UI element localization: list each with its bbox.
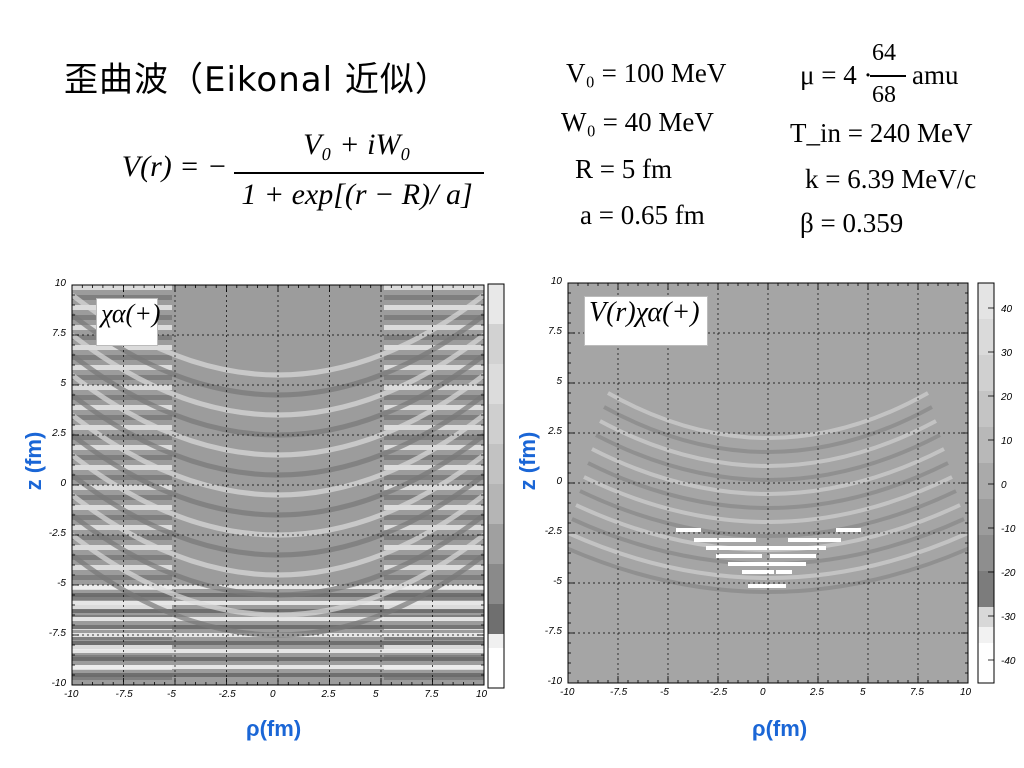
left-xtick: 10 <box>476 689 488 700</box>
right-colorbar-tick: -30 <box>1001 612 1016 623</box>
right-xtick: -5 <box>660 687 669 698</box>
mu-fraction-bar <box>870 75 906 77</box>
right-colorbar-tick: 10 <box>1001 436 1013 447</box>
left-xlabel: ρ(fm) <box>246 716 302 741</box>
right-xtick: 5 <box>860 687 866 698</box>
left-colorbar <box>487 283 505 689</box>
right-ytick: -10 <box>547 676 562 687</box>
left-xtick: 0 <box>270 689 276 700</box>
right-colorbar-tick: 0 <box>1001 480 1007 491</box>
right-ytick: 5 <box>556 376 562 387</box>
left-xtick: -10 <box>64 689 79 700</box>
left-ytick: 2.5 <box>52 428 66 439</box>
param-a: a = 0.65 fm <box>580 200 705 230</box>
left-ylabel: z (fm) <box>21 431 46 491</box>
left-ytick: 10 <box>54 278 66 289</box>
left-xtick: 2.5 <box>321 689 336 700</box>
right-ytick: -5 <box>553 576 562 587</box>
param-mu-unit: amu <box>912 60 959 90</box>
param-tin: T_in = 240 MeV <box>790 118 973 148</box>
right-ytick: -2.5 <box>544 526 562 537</box>
param-k: k = 6.39 MeV/c <box>805 164 977 194</box>
right-xtick: 0 <box>760 687 766 698</box>
right-xtick: -2.5 <box>710 687 728 698</box>
left-heatmap <box>71 283 505 689</box>
right-colorbar <box>977 282 995 684</box>
param-r: R = 5 fm <box>575 154 672 184</box>
formula-numerator: V₀ + iW₀ <box>303 128 411 161</box>
formula-denominator: 1 + exp[(r − R)/ a] <box>241 178 473 211</box>
right-ytick: -7.5 <box>544 626 562 637</box>
right-xtick: -10 <box>560 687 575 698</box>
right-colorbar-tick: -40 <box>1001 656 1016 667</box>
right-ytick: 10 <box>550 276 562 287</box>
left-ytick: -7.5 <box>48 628 66 639</box>
left-xtick: 7.5 <box>424 689 439 700</box>
right-colorbar-tick: -10 <box>1001 524 1016 535</box>
left-ytick: 0 <box>60 478 66 489</box>
slide-title: 歪曲波（Eikonal 近似） <box>64 60 450 100</box>
left-ytick: -5 <box>57 578 66 589</box>
left-ytick: -2.5 <box>48 528 66 539</box>
left-ytick: 5 <box>60 378 66 389</box>
right-xlabel: ρ(fm) <box>752 716 808 741</box>
left-xtick: 5 <box>373 689 379 700</box>
right-heatmap: 40 30 20 10 0 -10 -20 -30 -40 <box>567 282 1016 684</box>
right-panel: 40 30 20 10 0 -10 -20 -30 -40 V(r)χα(+) -10 -7.5 -… <box>516 270 1024 750</box>
left-xtick: -2.5 <box>218 689 236 700</box>
fraction-bar <box>234 172 484 174</box>
right-ytick: 0 <box>556 476 562 487</box>
left-ytick: -10 <box>51 678 66 689</box>
right-xtick: 7.5 <box>910 687 924 698</box>
right-xtick: -7.5 <box>610 687 628 698</box>
left-xtick: -7.5 <box>115 689 133 700</box>
param-w0: W₀ = 40 MeV <box>561 107 714 137</box>
right-colorbar-tick: 30 <box>1001 348 1013 359</box>
formula-lhs: V(r) = − <box>121 150 228 183</box>
right-colorbar-tick: -20 <box>1001 568 1016 579</box>
param-mu-prefix: μ = 4 · <box>800 60 873 90</box>
right-colorbar-tick: 40 <box>1001 304 1013 315</box>
right-ytick: 7.5 <box>548 326 562 337</box>
left-ytick: 7.5 <box>52 328 66 339</box>
right-xtick: 10 <box>960 687 972 698</box>
right-xtick: 2.5 <box>810 687 824 698</box>
param-v0: V₀ = 100 MeV <box>566 58 727 88</box>
param-mu-num: 64 <box>872 40 896 66</box>
right-ylabel: z (fm) <box>515 431 540 491</box>
param-mu-den: 68 <box>872 82 896 108</box>
param-beta: β = 0.359 <box>800 208 904 238</box>
left-xtick: -5 <box>167 689 176 700</box>
right-inset-label: V(r)χα(+) <box>584 296 708 346</box>
left-inset-label: χα(+) <box>96 298 160 346</box>
potential-formula: V(r) = − V₀ + iW₀ 1 + exp[(r − R)/ a] <box>112 128 492 228</box>
right-colorbar-tick: 20 <box>1000 392 1013 403</box>
right-ytick: 2.5 <box>548 426 562 437</box>
left-panel: χα(+) -10 -7.5 -5 -2.5 0 2.5 5 7.5 10 10 7.5 5 2.5 0 -… <box>20 270 520 750</box>
